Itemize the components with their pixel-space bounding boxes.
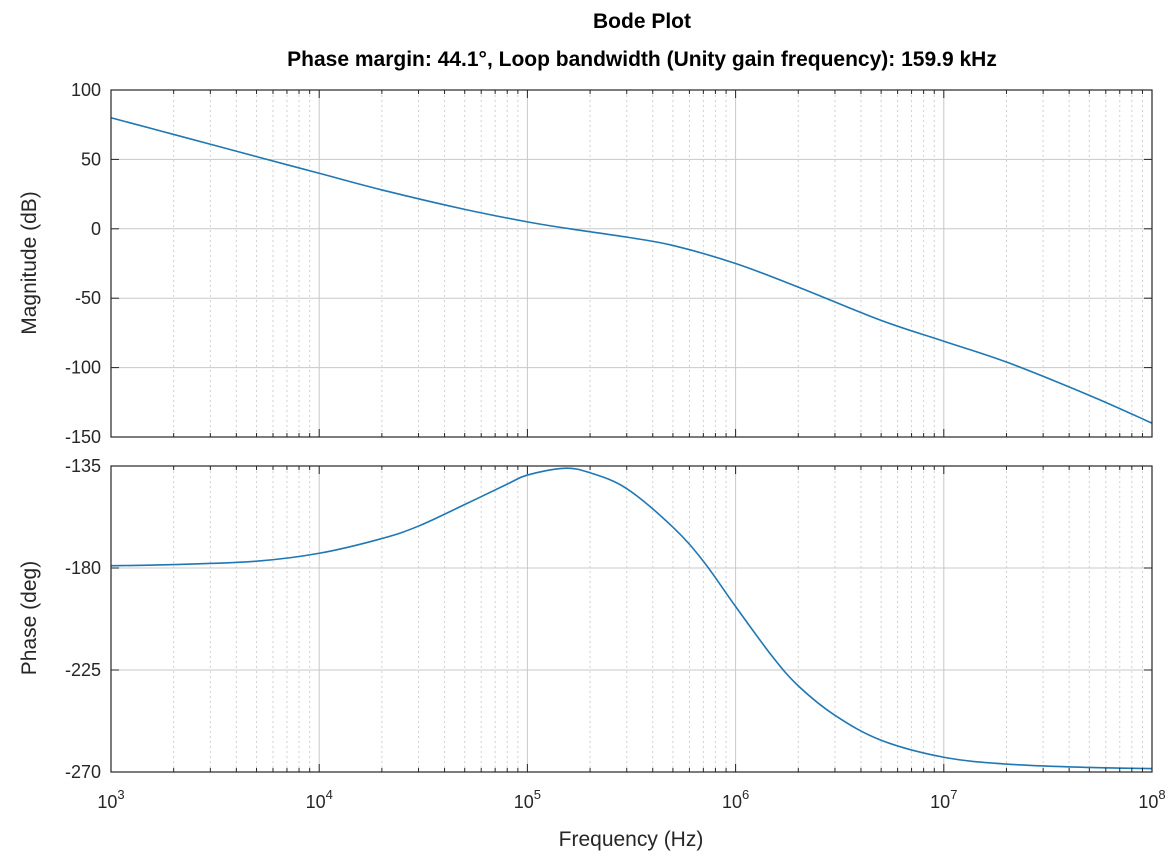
x-tick-label: 104 [306, 787, 333, 812]
magnitude-y-tick-label: -150 [65, 427, 101, 447]
magnitude-curve [110, 116, 1153, 424]
phase-y-tick-label: -270 [65, 762, 101, 782]
chart-subtitle: Phase margin: 44.1°, Loop bandwidth (Uni… [287, 48, 997, 71]
magnitude-y-tick-label: 100 [71, 80, 101, 100]
phase-y-tick-label: -135 [65, 456, 101, 476]
x-axis-label: Frequency (Hz) [559, 828, 704, 851]
magnitude-y-tick-label: 50 [81, 149, 101, 169]
magnitude-axes: 100 50 0 -50 -100 -150 Magnitude (dB) [18, 80, 1153, 447]
magnitude-y-tick-label: -100 [65, 358, 101, 378]
phase-y-tick-labels: -135 -180 -225 -270 [65, 456, 101, 782]
magnitude-y-tick-label: 0 [91, 219, 101, 239]
phase-y-tick-label: -180 [65, 558, 101, 578]
magnitude-ticks [110, 89, 1153, 438]
x-tick-label: 103 [97, 787, 124, 812]
magnitude-axes-box [110, 89, 1153, 438]
magnitude-y-axis-label: Magnitude (dB) [18, 191, 41, 335]
chart-title: Bode Plot [593, 10, 691, 33]
x-tick-label: 108 [1138, 787, 1165, 812]
x-tick-label: 105 [514, 787, 541, 812]
phase-y-tick-label: -225 [65, 660, 101, 680]
phase-ticks [110, 465, 1153, 773]
phase-x-tick-labels: 103 104 105 106 107 108 [97, 787, 1165, 812]
magnitude-y-tick-labels: 100 50 0 -50 -100 -150 [65, 80, 101, 447]
x-tick-label: 106 [722, 787, 749, 812]
phase-curve [110, 467, 1153, 770]
phase-y-axis-label: Phase (deg) [18, 561, 41, 675]
phase-axes-box [110, 465, 1153, 773]
magnitude-y-tick-label: -50 [75, 288, 101, 308]
x-tick-label: 107 [930, 787, 957, 812]
phase-axes: -135 -180 -225 -270 103 104 105 106 107 108 Phas… [18, 456, 1166, 851]
